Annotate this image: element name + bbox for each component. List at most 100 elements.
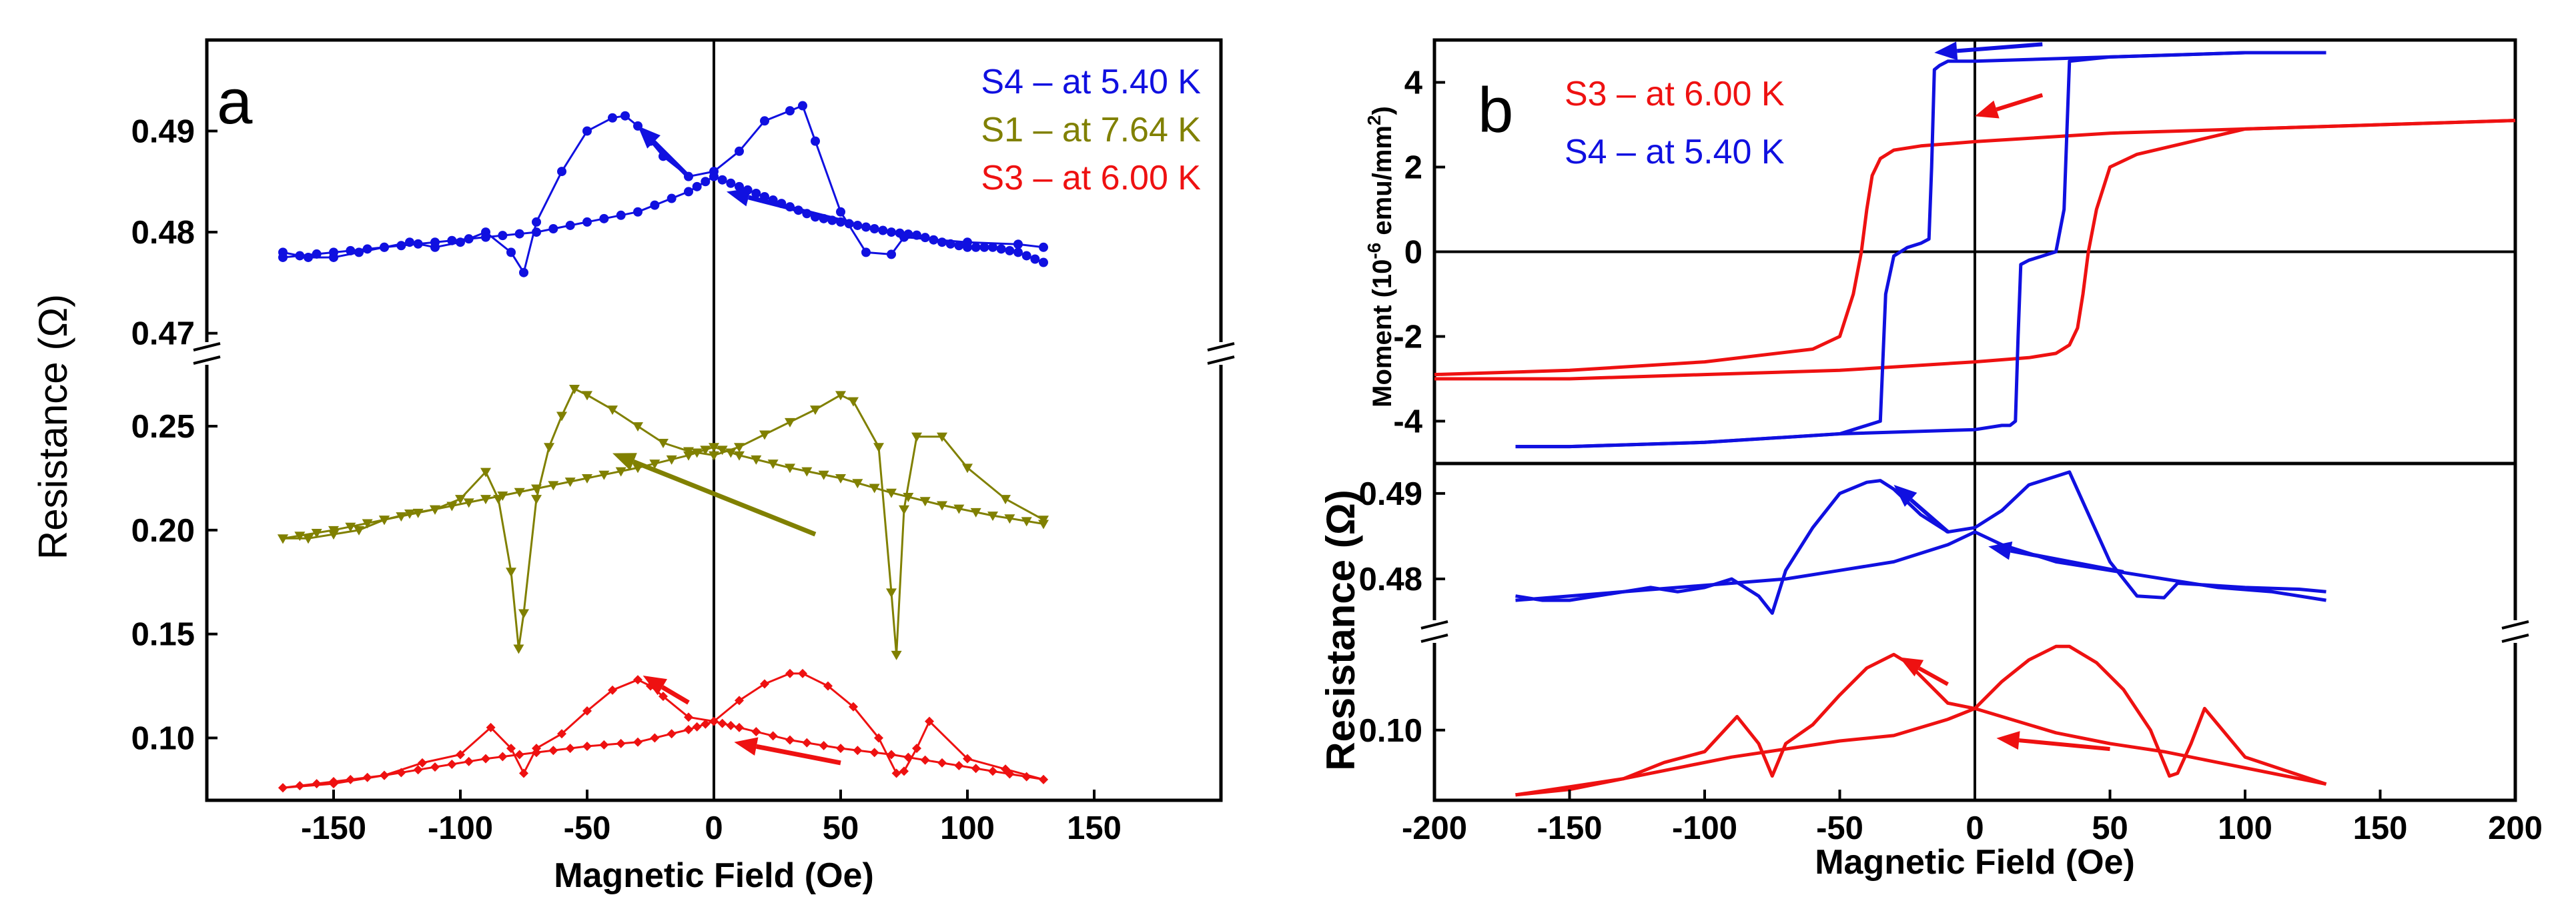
data-point [599, 213, 609, 223]
arrow-shaft [632, 459, 817, 537]
data-point [726, 720, 736, 730]
data-point [954, 241, 964, 251]
data-point [887, 750, 896, 760]
data-point [726, 178, 736, 188]
tick-label: 0 [1966, 810, 1984, 846]
data-point [548, 224, 558, 234]
data-point [556, 411, 567, 421]
tick-label: 2 [1404, 150, 1422, 186]
tick-label: -200 [1402, 810, 1467, 846]
data-point [362, 519, 373, 529]
tick-label: 0.48 [131, 215, 195, 251]
series-line-down [1515, 644, 2327, 797]
series-line-up [1515, 530, 2326, 602]
tick-label: 50 [823, 810, 859, 846]
tick-label: 0.20 [131, 513, 195, 549]
data-point [447, 235, 457, 245]
tick-label: 0.47 [131, 316, 195, 352]
data-point [962, 464, 973, 474]
data-point [278, 534, 288, 544]
data-point [1004, 514, 1015, 524]
data-point [701, 177, 711, 187]
data-point [548, 481, 559, 491]
data-point [751, 727, 761, 737]
data-point [519, 768, 528, 778]
data-point [683, 451, 694, 461]
data-point [582, 217, 592, 227]
data-point [498, 231, 508, 241]
axis-break-left [193, 342, 221, 365]
data-point [616, 210, 626, 220]
data-point [785, 668, 795, 678]
data-point [810, 405, 821, 415]
tick-label: -100 [428, 810, 493, 846]
arrow-head [734, 737, 759, 756]
data-point [869, 224, 879, 234]
arrow-head [1934, 41, 1958, 61]
data-point [599, 740, 609, 750]
data-point [582, 741, 592, 751]
data-point [920, 755, 930, 765]
axis-break-left-b [1420, 620, 1448, 643]
axis-break-right [1207, 342, 1235, 365]
data-point [886, 588, 897, 598]
data-point [608, 113, 617, 123]
tick-label: -150 [301, 810, 366, 846]
tick-label: 0.48 [1359, 562, 1422, 598]
data-point [903, 493, 914, 503]
data-point [798, 668, 807, 678]
data-point [823, 681, 833, 691]
data-point [557, 729, 566, 739]
arrow-head [638, 125, 661, 149]
data-point [497, 491, 508, 501]
data-point [751, 455, 762, 465]
x-axis-label-b: Magnetic Field (Oe) [1815, 843, 2135, 882]
data-point [430, 762, 440, 772]
data-point [455, 495, 466, 505]
data-point [531, 495, 542, 505]
data-point [506, 568, 516, 578]
data-point [709, 451, 719, 461]
data-point [396, 241, 406, 251]
legend-entry: S4 – at 5.40 K [981, 63, 1201, 101]
series-diamond [278, 668, 1048, 793]
data-point [1021, 517, 1032, 527]
data-point [1039, 257, 1048, 267]
data-point [548, 746, 558, 756]
data-point [691, 448, 703, 458]
panel-a-label: a [217, 66, 253, 137]
data-point [912, 744, 921, 754]
data-point [608, 685, 617, 695]
data-point [760, 116, 769, 126]
data-point [848, 397, 859, 407]
data-point [582, 391, 592, 401]
tick-label: 100 [2218, 810, 2272, 846]
data-point [481, 232, 490, 242]
data-point [751, 188, 761, 198]
data-point [836, 744, 845, 754]
arrow-shaft [1956, 42, 2043, 53]
data-point [346, 774, 356, 784]
data-point [658, 439, 669, 448]
legend-entry: S3 – at 6.00 K [1565, 75, 1785, 113]
data-point [798, 101, 807, 111]
data-point [874, 733, 883, 743]
data-point [1021, 772, 1031, 782]
data-point [456, 750, 465, 760]
data-point [380, 770, 389, 780]
data-point [498, 752, 508, 762]
arrow-shaft [2010, 548, 2124, 574]
data-point [565, 744, 575, 754]
data-point [979, 242, 989, 252]
data-point [692, 722, 702, 732]
data-point [480, 495, 491, 505]
data-point [598, 470, 610, 480]
tick-label: -50 [1816, 810, 1863, 846]
tick-label: 0.15 [131, 617, 195, 653]
data-point [709, 716, 719, 726]
data-point [869, 484, 880, 494]
arrow-head [1893, 485, 1917, 507]
resistance-series [1515, 644, 2327, 797]
data-point [1013, 239, 1023, 249]
data-point [869, 748, 879, 758]
